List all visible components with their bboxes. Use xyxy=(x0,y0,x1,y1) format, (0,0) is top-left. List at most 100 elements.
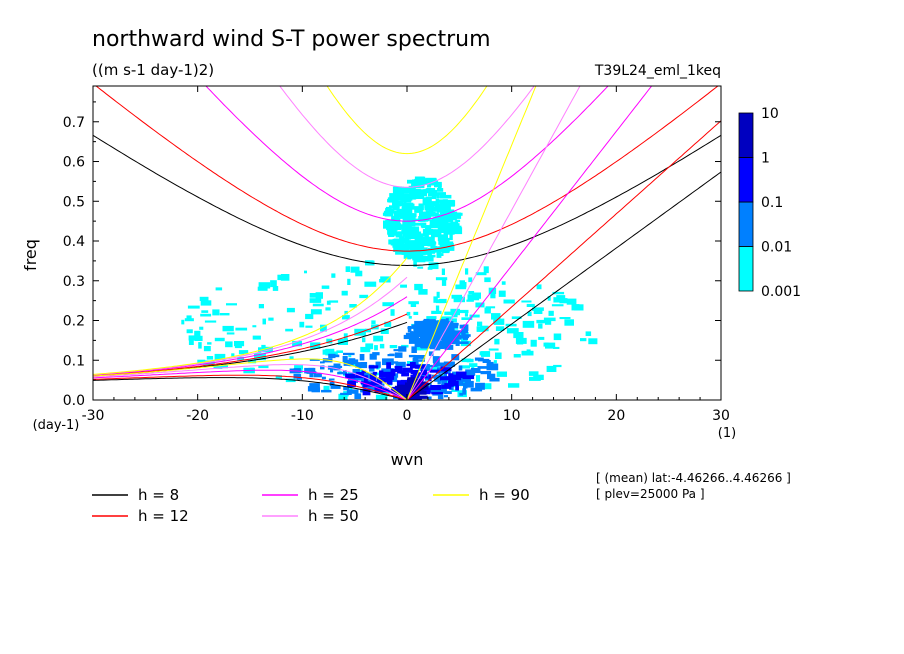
power-cell-0-379 xyxy=(231,353,235,357)
power-cell-2-67 xyxy=(355,376,367,381)
chart-subtitle: ((m s-1 day-1)2) xyxy=(92,61,214,79)
power-cell-3-168 xyxy=(428,326,434,331)
power-cell-0-375 xyxy=(186,315,192,319)
power-cell-0-176 xyxy=(344,310,348,315)
power-cell-1-191 xyxy=(405,251,410,257)
power-cell-1-318 xyxy=(420,179,431,185)
power-cell-0-294 xyxy=(188,338,194,345)
colorbar-label: 10 xyxy=(761,106,779,122)
power-cell-0-90 xyxy=(312,303,324,307)
power-cell-1-346 xyxy=(442,243,448,249)
power-cell-0-4 xyxy=(328,300,339,303)
power-cell-1-247 xyxy=(422,198,427,206)
power-cell-0-186 xyxy=(292,340,302,347)
power-cell-5-87 xyxy=(399,393,411,399)
power-cell-3-199 xyxy=(440,333,452,338)
power-cell-1-297 xyxy=(445,211,458,217)
power-cell-0-232 xyxy=(275,375,282,379)
power-cell-4-23 xyxy=(368,365,379,369)
power-cell-0-36 xyxy=(410,303,417,307)
power-cell-1-375 xyxy=(439,217,448,220)
power-cell-1-321 xyxy=(414,206,423,213)
power-cell-2-2 xyxy=(444,395,448,398)
gravity-curve-h8 xyxy=(93,134,721,267)
power-cell-1-264 xyxy=(444,242,454,249)
power-cell-0-125 xyxy=(495,352,502,359)
power-cell-1-283 xyxy=(427,178,437,185)
power-cell-4-27 xyxy=(448,373,454,377)
power-cell-3-69 xyxy=(444,344,454,350)
power-cell-0-192 xyxy=(521,350,534,356)
power-cell-2-120 xyxy=(340,392,352,395)
power-cell-1-266 xyxy=(406,244,417,248)
power-cell-4-40 xyxy=(428,374,432,382)
power-cell-0-139 xyxy=(414,283,423,291)
power-cell-0-82 xyxy=(323,385,330,393)
power-cell-0-30 xyxy=(430,365,440,370)
power-cell-4-4 xyxy=(386,362,391,369)
power-cell-2-133 xyxy=(355,362,367,368)
power-cell-3-190 xyxy=(436,333,445,336)
power-cell-1-310 xyxy=(454,212,463,216)
power-cell-3-53 xyxy=(411,324,416,328)
power-cell-2-116 xyxy=(428,351,434,356)
power-cell-4-42 xyxy=(448,378,456,383)
power-cell-0-211 xyxy=(464,313,468,317)
power-cell-1-296 xyxy=(393,210,401,218)
y-tick-label: 0.3 xyxy=(63,274,85,290)
power-cell-0-118 xyxy=(199,296,209,301)
power-cell-0-280 xyxy=(527,311,532,317)
power-cell-0-230 xyxy=(475,302,485,308)
legend-label-h25: h = 25 xyxy=(308,486,359,504)
power-cell-1-289 xyxy=(442,209,455,212)
power-cell-0-2 xyxy=(309,293,320,298)
power-cell-1-203 xyxy=(383,224,393,229)
power-cell-1-141 xyxy=(450,221,459,225)
power-cell-1-205 xyxy=(425,210,434,217)
power-cell-1-336 xyxy=(395,231,403,236)
power-cell-0-315 xyxy=(528,371,539,376)
power-cell-0-341 xyxy=(451,313,458,318)
power-cell-0-354 xyxy=(441,279,447,286)
power-cell-0-129 xyxy=(490,292,496,299)
power-cell-1-309 xyxy=(414,247,422,252)
power-cell-0-37 xyxy=(262,318,266,325)
power-cell-1-240 xyxy=(453,225,462,232)
kelvin-curve-h50 xyxy=(406,86,581,400)
power-cell-2-89 xyxy=(343,359,354,366)
power-cell-0-188 xyxy=(433,296,438,303)
power-cell-1-137 xyxy=(402,232,410,237)
power-cell-1-87 xyxy=(413,194,425,199)
power-cell-1-182 xyxy=(393,246,402,252)
power-cell-0-360 xyxy=(321,285,330,289)
power-cell-5-88 xyxy=(408,383,420,386)
power-cell-2-57 xyxy=(441,380,448,388)
power-cell-0-71 xyxy=(286,307,295,313)
power-cell-3-165 xyxy=(438,345,449,348)
power-cell-0-78 xyxy=(380,328,389,334)
power-cell-1-152 xyxy=(402,194,413,201)
power-cell-2-98 xyxy=(354,393,362,399)
power-cell-0-121 xyxy=(322,349,328,355)
power-cell-5-45 xyxy=(422,390,427,393)
power-cell-0-156 xyxy=(543,317,556,322)
power-cell-1-207 xyxy=(442,246,449,254)
power-cell-1-135 xyxy=(388,232,395,237)
power-cell-4-31 xyxy=(365,381,373,387)
power-cell-0-15 xyxy=(326,338,333,344)
power-cell-1-365 xyxy=(387,228,398,231)
power-cell-1-326 xyxy=(413,244,419,249)
power-cell-2-119 xyxy=(343,370,347,375)
power-cell-2-82 xyxy=(433,362,438,367)
power-cell-1-252 xyxy=(432,224,443,229)
power-cell-0-77 xyxy=(450,318,457,323)
power-shading xyxy=(181,176,598,400)
power-cell-2-167 xyxy=(432,374,441,379)
power-cell-0-307 xyxy=(468,277,473,283)
power-cell-4-62 xyxy=(386,379,393,385)
power-cell-1-279 xyxy=(420,242,432,246)
legend-label-h50: h = 50 xyxy=(308,507,359,525)
power-cell-2-197 xyxy=(382,358,394,366)
power-cell-0-136 xyxy=(513,332,524,339)
